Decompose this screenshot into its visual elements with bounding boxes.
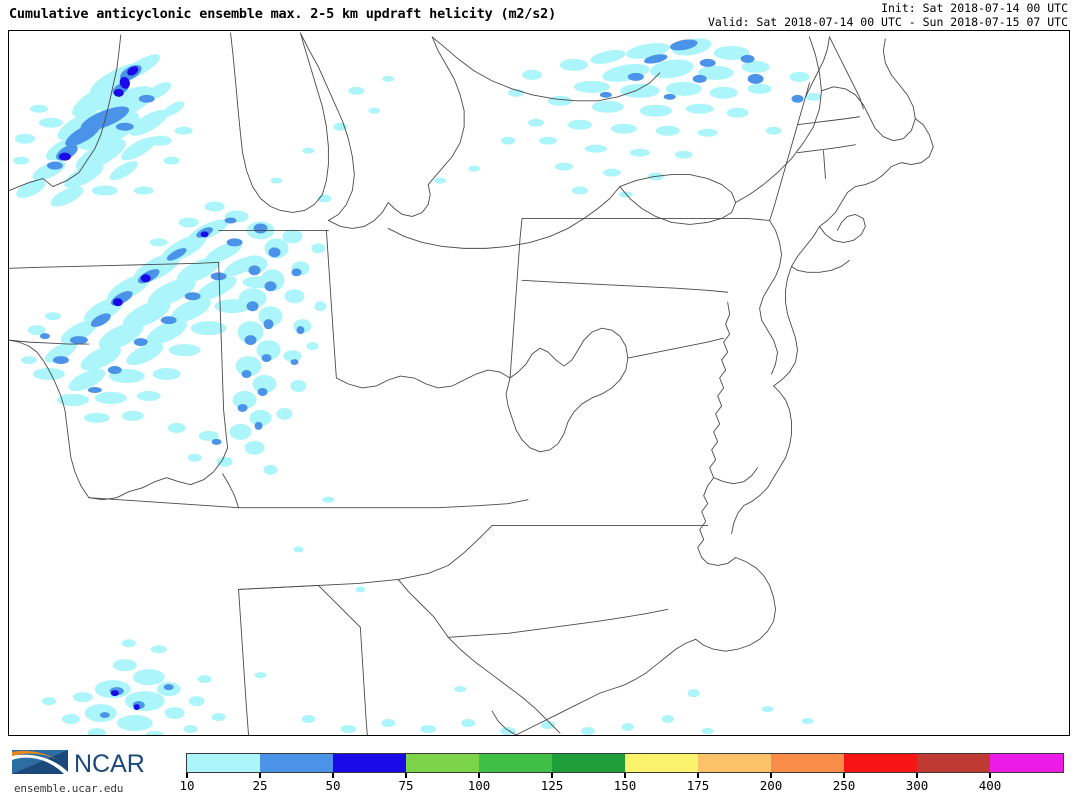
- colorbar-tick-0: [186, 773, 188, 778]
- colorbar-gradient: [186, 753, 1064, 773]
- colorbar-band-9: [844, 754, 917, 772]
- colorbar-tick-label-4: 100: [467, 778, 491, 793]
- colorbar-band-8: [771, 754, 844, 772]
- colorbar-tick-4: [478, 773, 480, 778]
- colorbar-band-11: [990, 754, 1063, 772]
- colorbar-tick-8: [770, 773, 772, 778]
- colorbar-tick-7: [697, 773, 699, 778]
- colorbar-tick-label-5: 125: [540, 778, 564, 793]
- colorbar-tick-label-10: 300: [905, 778, 929, 793]
- colorbar-tick-label-1: 25: [252, 778, 268, 793]
- colorbar-tick-label-7: 175: [686, 778, 710, 793]
- colorbar-tick-label-3: 75: [398, 778, 414, 793]
- colorbar-tick-10: [916, 773, 918, 778]
- colorbar-tick-label-2: 50: [325, 778, 341, 793]
- colorbar-tick-label-0: 10: [179, 778, 195, 793]
- ncar-logo-url: ensemble.ucar.edu: [14, 782, 124, 795]
- colorbar-band-5: [552, 754, 625, 772]
- colorbar-band-10: [917, 754, 990, 772]
- colorbar-tick-label-8: 200: [759, 778, 783, 793]
- forecast-timestamps: Init: Sat 2018-07-14 00 UTC Valid: Sat 2…: [708, 1, 1068, 29]
- ncar-logo[interactable]: NCAR ensemble.ucar.edu: [6, 744, 174, 796]
- colorbar-tick-3: [405, 773, 407, 778]
- colorbar-band-2: [333, 754, 406, 772]
- map-canvas: [9, 31, 1069, 735]
- colorbar-tick-2: [332, 773, 334, 778]
- ncar-logo-mark: NCAR: [12, 750, 145, 778]
- colorbar-tick-9: [843, 773, 845, 778]
- header-bar: Cumulative anticyclonic ensemble max. 2-…: [0, 0, 1080, 30]
- map-geography: [9, 32, 934, 735]
- helicity-data-field: [12, 38, 822, 735]
- colorbar-tick-5: [551, 773, 553, 778]
- colorbar-tick-6: [624, 773, 626, 778]
- colorbar-tick-label-11: 400: [978, 778, 1002, 793]
- colorbar-band-4: [479, 754, 552, 772]
- colorbar-band-0: [187, 754, 260, 772]
- page-title: Cumulative anticyclonic ensemble max. 2-…: [9, 6, 557, 22]
- forecast-map[interactable]: [8, 30, 1070, 736]
- colorbar-tick-1: [259, 773, 261, 778]
- colorbar-tick-11: [989, 773, 991, 778]
- colorbar-band-6: [625, 754, 698, 772]
- svg-text:NCAR: NCAR: [74, 750, 145, 778]
- colorbar-tick-label-9: 250: [832, 778, 856, 793]
- colorbar-band-1: [260, 754, 333, 772]
- init-time-label: Init: Sat 2018-07-14 00 UTC: [881, 1, 1068, 15]
- colorbar: 10 25 50 75 100 125 150 175 200 250 300 400: [179, 753, 1064, 795]
- colorbar-tick-label-6: 150: [613, 778, 637, 793]
- colorbar-ticks: 10 25 50 75 100 125 150 175 200 250 300 400: [179, 773, 1064, 795]
- valid-time-label: Valid: Sat 2018-07-14 00 UTC - Sun 2018-…: [707, 15, 1068, 29]
- colorbar-band-3: [406, 754, 479, 772]
- colorbar-band-7: [698, 754, 771, 772]
